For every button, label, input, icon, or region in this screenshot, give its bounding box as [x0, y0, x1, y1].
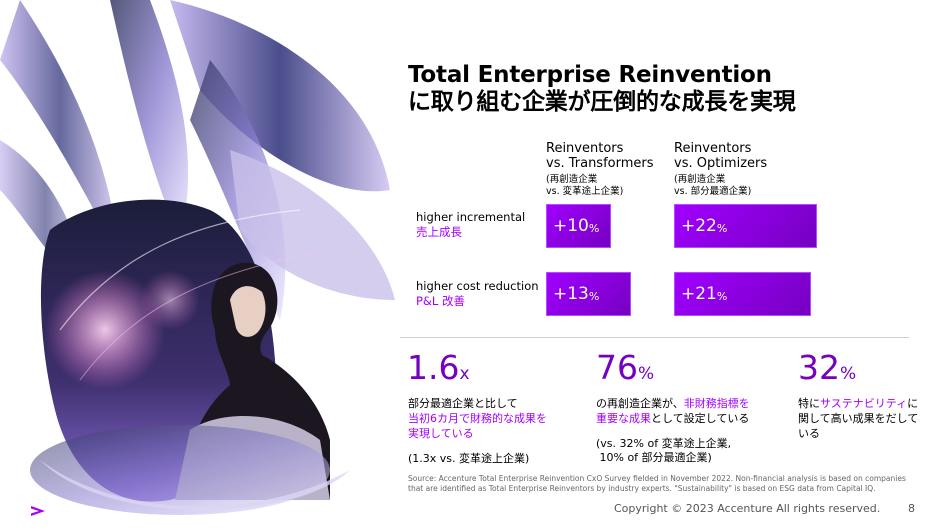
stat-text-line: 実現している	[408, 427, 474, 440]
title-line-2: に取り組む企業が圧倒的な成長を実現	[408, 89, 796, 115]
stat-2-note: (vs. 32% of 変革途上企業, 10% of 部分最適企業)	[596, 437, 731, 465]
page-title: Total Enterprise Reinvention に取り組む企業が圧倒的…	[408, 62, 928, 116]
bar-2-2: +21%	[674, 272, 811, 316]
accenture-chevron-icon	[31, 506, 45, 516]
stat-text: 特に	[798, 397, 820, 410]
source-line: Source: Accenture Total Enterprise Reinv…	[408, 474, 906, 483]
stat-unit: x	[459, 364, 470, 384]
column-sub-2: vs. 部分最適企業)	[674, 186, 752, 197]
column-title-1: Reinventors	[674, 141, 752, 156]
stat-text: に	[907, 397, 919, 410]
stat-3-text: 特にサステナビリティに 関して高い成果をだして いる	[798, 396, 918, 441]
stat-text-line: 関して高い成果をだして	[798, 412, 919, 425]
stat-2-text: の再創造企業が、非財務指標を 重要な成果として設定している	[596, 396, 750, 426]
stat-number: 1.6	[407, 348, 460, 387]
row-label-jp: 売上成長	[416, 225, 462, 239]
row-label-en: higher incremental	[416, 210, 526, 224]
bar-value-label: +10	[553, 216, 589, 236]
hero-image	[0, 0, 400, 530]
stat-highlight: 重要な成果	[596, 412, 651, 425]
column-header-transformers: Reinventors vs. Transformers (再創造企業 vs. …	[546, 141, 654, 198]
bar-unit-label: %	[588, 289, 600, 303]
column-sub-2: vs. 変革途上企業)	[546, 186, 624, 197]
row-label-revenue: higher incremental 売上成長	[416, 210, 525, 240]
stat-number: 32	[798, 348, 840, 387]
stat-text: として設定している	[651, 412, 750, 425]
row-label-jp: P&L 改善	[416, 294, 465, 308]
stat-highlight: 非財務指標を	[683, 397, 750, 410]
row-label-en: higher cost reduction	[416, 279, 539, 293]
stat-text: の再創造企業が、	[596, 397, 684, 410]
bar-1-1: +10%	[546, 204, 611, 248]
stat-number: 76	[596, 348, 638, 387]
stat-1-note: (1.3x vs. 変革途上企業)	[408, 452, 530, 465]
stat-3-number: 32%	[798, 350, 856, 392]
page-number: 8	[908, 502, 915, 515]
stat-unit: %	[638, 364, 655, 384]
stat-1-text: 部分最適企業と比して 当初6カ月で財務的な成果を 実現している	[408, 396, 547, 441]
stat-text-line: 当初6カ月で財務的な成果を	[408, 412, 547, 425]
column-header-optimizers: Reinventors vs. Optimizers (再創造企業 vs. 部分…	[674, 141, 767, 198]
bar-value-label: +21	[681, 284, 717, 304]
note-line: 10% of 部分最適企業)	[596, 451, 712, 464]
column-sub-1: (再創造企業	[546, 174, 598, 185]
title-line-1: Total Enterprise Reinvention	[408, 62, 772, 88]
source-note: Source: Accenture Total Enterprise Reinv…	[408, 474, 908, 494]
divider	[400, 337, 909, 338]
stat-1-number: 1.6x	[407, 350, 470, 392]
bar-unit-label: %	[716, 289, 728, 303]
copyright: Copyright © 2023 Accenture All rights re…	[614, 502, 881, 515]
column-sub-1: (再創造企業	[674, 174, 726, 185]
bar-unit-label: %	[588, 221, 600, 235]
bar-2-1: +22%	[674, 204, 817, 248]
stat-highlight: サステナビリティ	[820, 397, 908, 410]
column-title-2: vs. Optimizers	[674, 156, 768, 171]
row-label-cost: higher cost reduction P&L 改善	[416, 279, 539, 309]
column-title-1: Reinventors	[546, 141, 624, 156]
stat-unit: %	[840, 364, 857, 384]
stat-text-line: 部分最適企業と比して	[408, 397, 518, 410]
bar-value-label: +13	[553, 284, 589, 304]
stat-text-line: いる	[798, 427, 820, 440]
stat-2-number: 76%	[596, 350, 654, 392]
note-line: (vs. 32% of 変革途上企業,	[596, 437, 732, 450]
bar-1-2: +13%	[546, 272, 631, 316]
source-line: that are identified as Total Enterprise …	[408, 484, 876, 493]
bar-unit-label: %	[716, 221, 728, 235]
column-title-2: vs. Transformers	[546, 156, 654, 171]
bar-value-label: +22	[681, 216, 717, 236]
